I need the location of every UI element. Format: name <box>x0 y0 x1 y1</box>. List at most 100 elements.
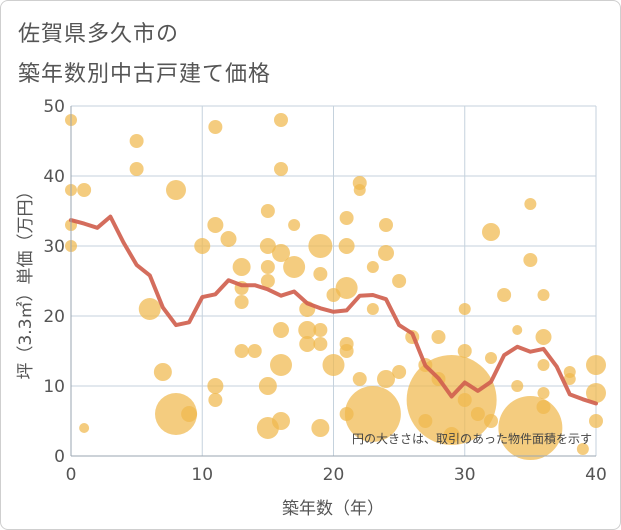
y-tick-label: 0 <box>54 447 65 467</box>
data-bubble <box>298 321 317 339</box>
data-bubble <box>207 378 224 394</box>
data-bubble <box>208 393 223 407</box>
data-bubble <box>353 184 366 196</box>
data-bubble <box>272 244 290 262</box>
data-bubble <box>524 198 537 210</box>
data-bubble <box>181 406 198 422</box>
data-bubble <box>344 386 401 442</box>
data-bubble <box>299 336 316 352</box>
data-bubble <box>537 359 550 371</box>
data-bubble <box>485 352 497 364</box>
data-bubble <box>576 443 589 455</box>
x-tick-label: 30 <box>454 465 476 485</box>
data-bubble <box>234 344 249 358</box>
data-bubble <box>537 289 550 301</box>
bubble-series <box>65 113 606 460</box>
data-bubble <box>288 219 301 231</box>
data-bubble <box>311 419 330 437</box>
data-bubble <box>260 260 275 274</box>
data-bubble <box>366 261 379 273</box>
average-line-series <box>69 214 598 406</box>
data-bubble <box>431 330 446 344</box>
data-bubble <box>308 234 333 258</box>
data-bubble <box>457 344 472 358</box>
data-bubble <box>484 414 498 428</box>
data-bubble <box>443 427 460 443</box>
data-bubble <box>258 377 277 395</box>
data-bubble <box>339 344 354 358</box>
data-bubble <box>270 354 292 376</box>
x-tick-label: 20 <box>323 465 345 485</box>
data-bubble <box>260 274 275 288</box>
data-bubble <box>138 298 161 320</box>
chart-title-line2: 築年数別中古戸建て価格 <box>18 62 272 87</box>
data-bubble <box>377 370 395 388</box>
data-bubble <box>274 162 288 176</box>
data-bubble <box>283 256 306 278</box>
data-bubble <box>153 363 172 381</box>
data-bubble <box>589 414 603 428</box>
y-tick-label: 30 <box>43 237 65 257</box>
y-tick-label: 50 <box>43 97 65 117</box>
data-bubble <box>220 231 237 247</box>
data-bubble <box>129 162 144 176</box>
data-bubble <box>406 355 497 445</box>
data-bubble <box>457 393 472 407</box>
data-bubble <box>366 303 379 315</box>
y-axis-label: 坪（3.3㎡）単価（万円） <box>16 182 36 379</box>
data-bubble <box>79 423 90 433</box>
x-tick-label: 10 <box>191 465 213 485</box>
data-bubble <box>155 393 197 435</box>
chart-title-line1: 佐賀県多久市の <box>18 22 180 47</box>
data-bubble <box>352 372 367 386</box>
data-bubble <box>77 183 92 197</box>
y-tick-label: 40 <box>43 167 65 187</box>
data-bubble <box>535 329 552 345</box>
data-bubble <box>537 387 550 399</box>
data-bubble <box>378 245 394 261</box>
data-bubble <box>232 258 251 276</box>
data-bubble <box>470 407 485 421</box>
data-bubble <box>166 180 186 200</box>
data-bubble <box>392 365 407 379</box>
data-bubble <box>259 238 276 254</box>
data-bubble <box>523 253 538 267</box>
x-tick-label: 0 <box>66 465 77 485</box>
data-bubble <box>208 120 223 134</box>
data-bubble <box>338 238 355 254</box>
data-bubble <box>563 373 576 385</box>
data-bubble <box>194 238 211 254</box>
data-bubble <box>392 274 407 288</box>
data-bubble <box>586 383 606 403</box>
data-bubble <box>586 355 606 375</box>
data-bubble <box>482 223 500 241</box>
data-bubble <box>274 113 288 127</box>
data-bubble <box>322 354 345 376</box>
axes: 0 10 20 30 40 50 0 10 20 30 40 <box>43 97 606 485</box>
data-bubble <box>129 134 144 148</box>
data-bubble <box>536 400 551 414</box>
data-bubble <box>247 344 262 358</box>
data-bubble <box>207 217 224 233</box>
data-bubble <box>512 325 523 335</box>
x-axis-label: 築年数（年） <box>282 499 384 519</box>
data-bubble <box>335 277 358 299</box>
data-bubble <box>339 211 354 225</box>
data-bubble <box>313 267 328 281</box>
bubble-size-note: 円の大きさは、取引のあった物件面積を示す <box>352 431 592 446</box>
average-price-line <box>69 214 598 406</box>
data-bubble <box>273 322 289 338</box>
y-tick-label: 10 <box>43 377 65 397</box>
data-bubble <box>272 412 290 430</box>
data-bubble <box>497 288 512 302</box>
y-tick-label: 20 <box>43 307 65 327</box>
data-bubble <box>313 323 328 337</box>
data-bubble <box>260 204 275 218</box>
data-bubble <box>498 396 563 460</box>
data-bubble <box>234 295 249 309</box>
data-bubble <box>511 380 524 392</box>
data-bubble <box>379 218 393 232</box>
data-bubble <box>313 337 328 351</box>
x-tick-label: 40 <box>585 465 607 485</box>
